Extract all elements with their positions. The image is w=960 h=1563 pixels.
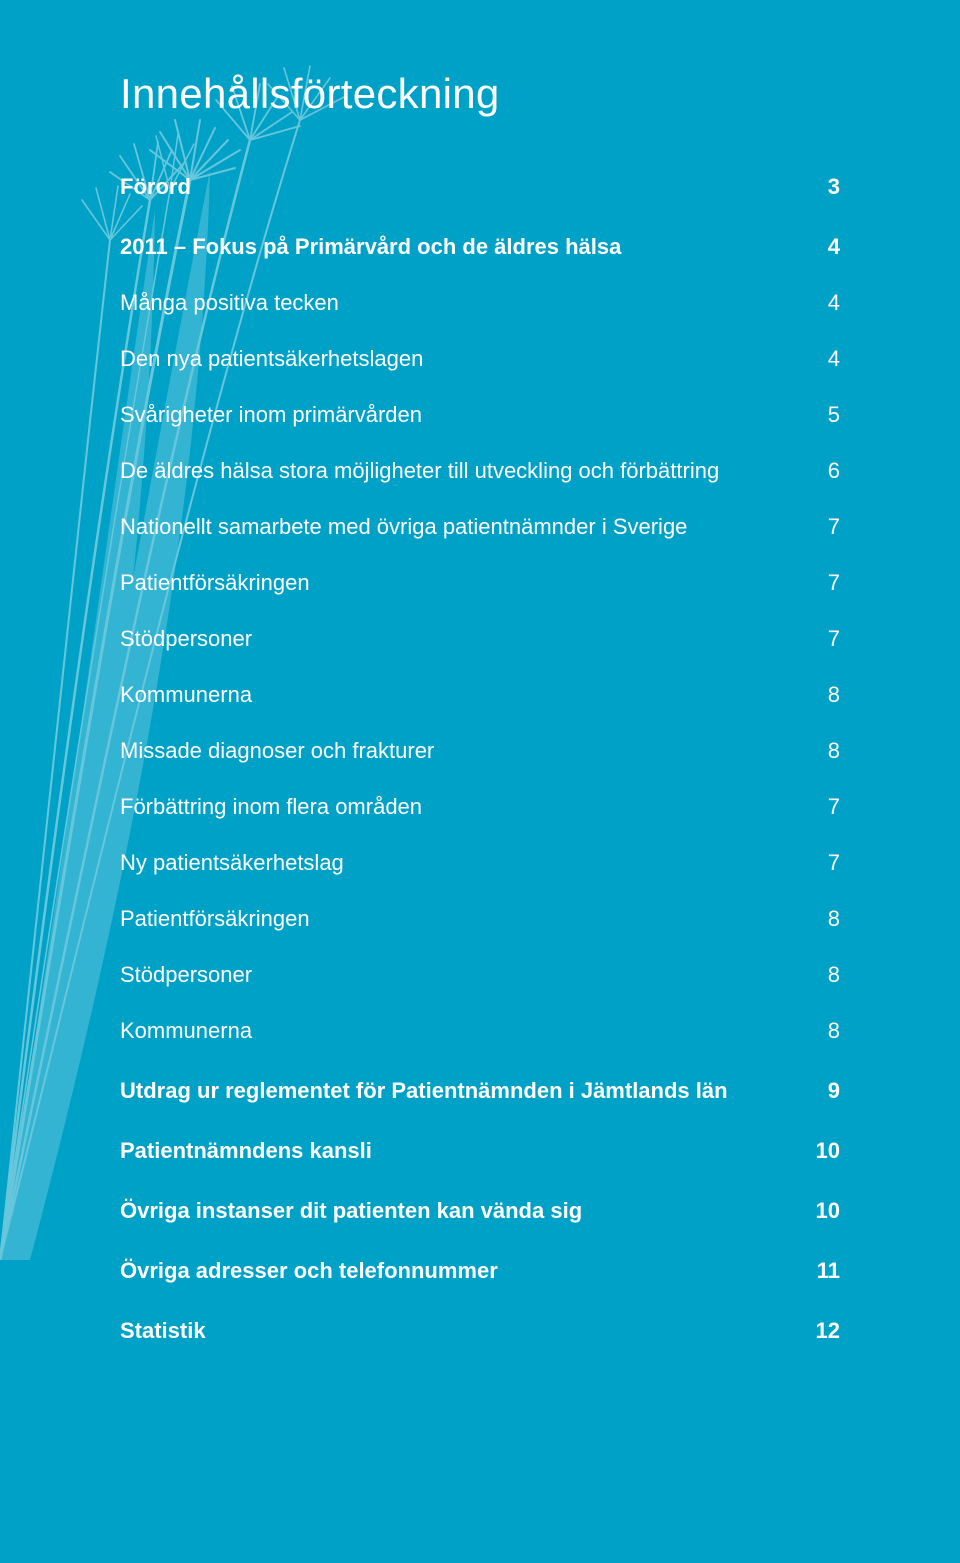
toc-page-number: 7 [812,850,840,876]
toc-page-number: 7 [812,514,840,540]
toc-row: Svårigheter inom primärvården5 [120,402,840,428]
toc-label: Patientnämndens kansli [120,1138,812,1164]
toc-label: De äldres hälsa stora möjligheter till u… [120,458,812,484]
toc-label: Patientförsäkringen [120,570,812,596]
page-title: Innehållsförteckning [120,70,840,118]
toc-row: Ny patientsäkerhetslag7 [120,850,840,876]
toc-page-number: 10 [812,1138,840,1164]
toc-label: Många positiva tecken [120,290,812,316]
toc-page-number: 11 [812,1258,840,1284]
toc-page-number: 5 [812,402,840,428]
toc-row: Stödpersoner8 [120,962,840,988]
toc-row: Missade diagnoser och frakturer8 [120,738,840,764]
toc-label: Nationellt samarbete med övriga patientn… [120,514,812,540]
toc-label: Ny patientsäkerhetslag [120,850,812,876]
toc-row: De äldres hälsa stora möjligheter till u… [120,458,840,484]
toc-row: Förord3 [120,174,840,200]
toc-label: Patientförsäkringen [120,906,812,932]
toc-label: Kommunerna [120,1018,812,1044]
toc-page-number: 8 [812,738,840,764]
toc-row: Utdrag ur reglementet för Patientnämnden… [120,1078,840,1104]
toc-label: Statistik [120,1318,812,1344]
toc-row: Den nya patientsäkerhetslagen4 [120,346,840,372]
toc-page-number: 8 [812,1018,840,1044]
toc-row: Många positiva tecken4 [120,290,840,316]
toc-page-number: 8 [812,682,840,708]
toc-label: Svårigheter inom primärvården [120,402,812,428]
toc-page-number: 9 [812,1078,840,1104]
toc-label: Utdrag ur reglementet för Patientnämnden… [120,1078,812,1104]
toc-page-number: 3 [812,174,840,200]
toc-page-number: 4 [812,290,840,316]
toc-page-number: 4 [812,346,840,372]
toc-label: 2011 – Fokus på Primärvård och de äldres… [120,234,812,260]
toc-label: Övriga adresser och telefonnummer [120,1258,812,1284]
toc-page-number: 7 [812,570,840,596]
toc-row: Övriga instanser dit patienten kan vända… [120,1198,840,1224]
toc-label: Kommunerna [120,682,812,708]
toc-row: Patientförsäkringen8 [120,906,840,932]
toc-row: Nationellt samarbete med övriga patientn… [120,514,840,540]
toc-page-number: 4 [812,234,840,260]
table-of-contents: Förord3 2011 – Fokus på Primärvård och de… [120,174,840,1344]
toc-page-number: 8 [812,962,840,988]
toc-row: Stödpersoner7 [120,626,840,652]
toc-row: Patientförsäkringen7 [120,570,840,596]
toc-page-number: 12 [812,1318,840,1344]
content: Innehållsförteckning Förord3 2011 – Fokus… [0,0,960,1344]
toc-page-number: 7 [812,794,840,820]
toc-row: Kommunerna8 [120,1018,840,1044]
toc-row: Övriga adresser och telefonnummer11 [120,1258,840,1284]
toc-label: Förord [120,174,812,200]
toc-page-number: 10 [812,1198,840,1224]
toc-row: Kommunerna8 [120,682,840,708]
toc-page-number: 8 [812,906,840,932]
toc-row: Patientnämndens kansli10 [120,1138,840,1164]
toc-row: 2011 – Fokus på Primärvård och de äldres… [120,234,840,260]
page: Innehållsförteckning Förord3 2011 – Fokus… [0,0,960,1563]
toc-label: Missade diagnoser och frakturer [120,738,812,764]
toc-row: Statistik12 [120,1318,840,1344]
toc-label: Stödpersoner [120,626,812,652]
toc-page-number: 7 [812,626,840,652]
toc-row: Förbättring inom flera områden7 [120,794,840,820]
toc-label: Förbättring inom flera områden [120,794,812,820]
toc-label: Övriga instanser dit patienten kan vända… [120,1198,812,1224]
toc-page-number: 6 [812,458,840,484]
toc-label: Stödpersoner [120,962,812,988]
toc-label: Den nya patientsäkerhetslagen [120,346,812,372]
